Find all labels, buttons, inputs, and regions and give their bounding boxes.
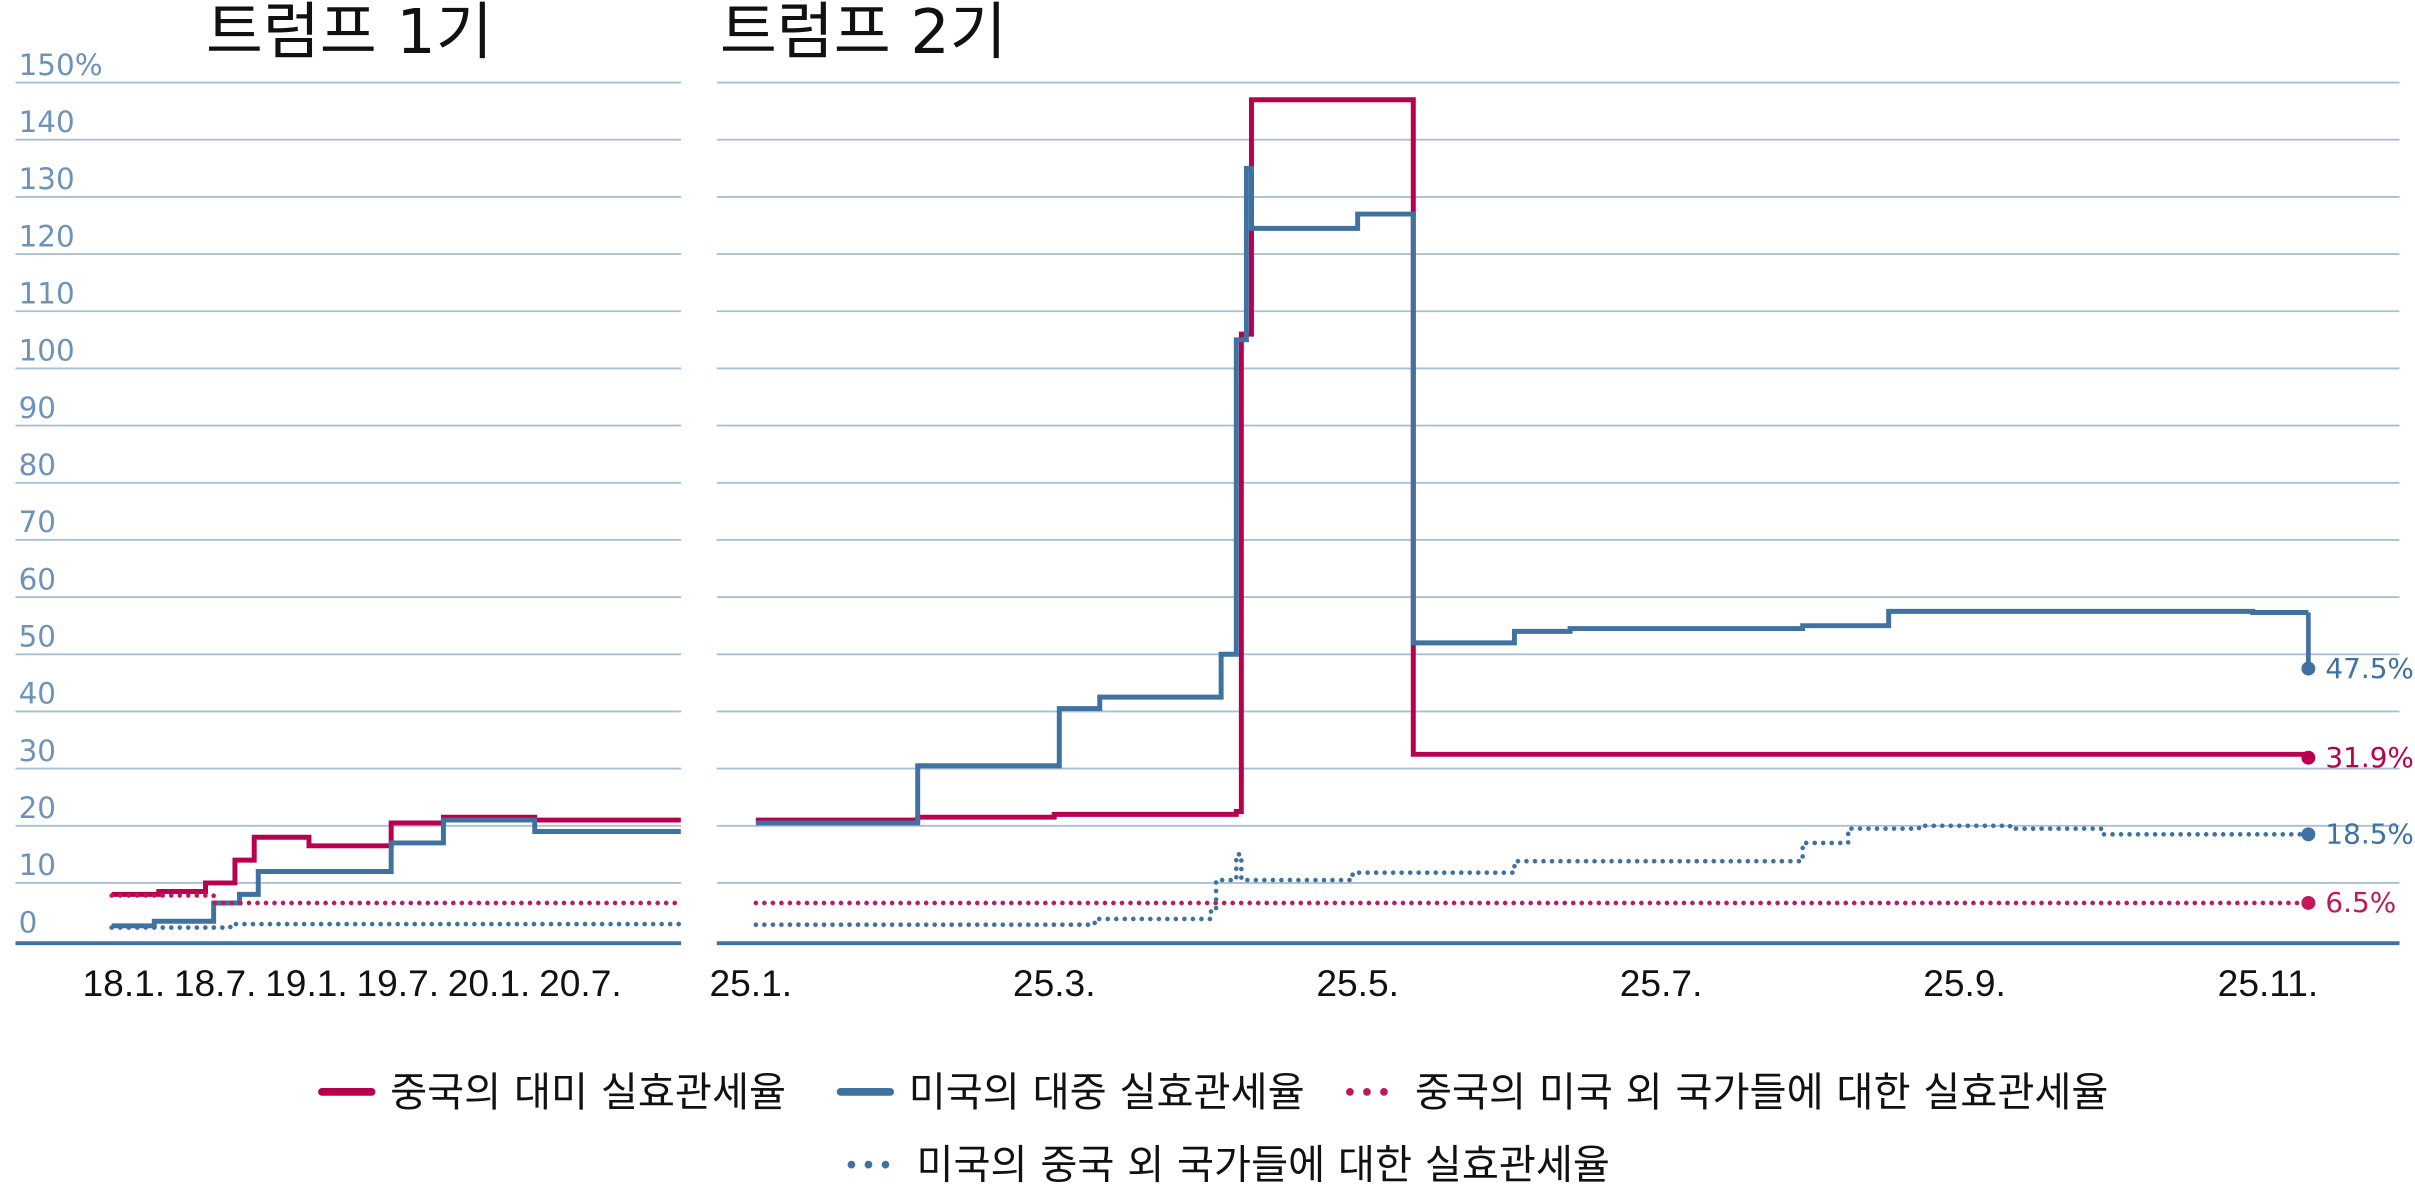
x-tick-label: 19.7. xyxy=(356,962,439,1004)
y-tick-label: 120 xyxy=(19,219,75,253)
y-tick-label: 80 xyxy=(19,448,56,482)
legend: 중국의 대미 실효관세율 미국의 대중 실효관세율 중국의 미국 외 국가들에 대한… xyxy=(318,1070,2108,1189)
series-line xyxy=(109,893,684,906)
y-tick-label: 70 xyxy=(19,505,56,539)
x-axis-ticks: 18.1. 18.7. 19.1. 19.7. 20.1. 20.7. 25.1. 25.3.… xyxy=(83,962,2319,1004)
series-line xyxy=(753,823,2311,928)
end-point-marker xyxy=(2301,750,2316,765)
panel-title-trump2: 트럼프 2기 xyxy=(720,0,1007,68)
end-labels: 31.9% 47.5% 6.5% 18.5% xyxy=(2301,652,2414,919)
y-tick-label: 150% xyxy=(19,48,103,82)
x-tick-label: 25.5. xyxy=(1316,962,1399,1004)
x-tick-label: 20.1. xyxy=(448,962,531,1004)
end-point-marker xyxy=(2301,895,2316,910)
x-tick-label: 19.1. xyxy=(265,962,348,1004)
x-tick-label: 25.7. xyxy=(1620,962,1703,1004)
x-tick-label: 18.7. xyxy=(174,962,257,1004)
series-line xyxy=(111,817,681,929)
end-point-marker xyxy=(2301,827,2316,842)
y-tick-label: 50 xyxy=(19,620,56,654)
gridlines xyxy=(15,81,2400,946)
legend-label: 미국의 대중 실효관세율 xyxy=(909,1070,1305,1116)
y-tick-label: 100 xyxy=(19,334,75,368)
legend-label: 미국의 중국 외 국가들에 대한 실효관세율 xyxy=(916,1143,1609,1189)
y-tick-label: 130 xyxy=(19,162,75,196)
series-line xyxy=(755,97,2309,823)
series-line xyxy=(755,165,2309,826)
x-tick-label: 25.1. xyxy=(710,962,793,1004)
end-value-label: 18.5% xyxy=(2325,818,2414,851)
y-tick-label: 40 xyxy=(19,677,56,711)
end-value-label: 47.5% xyxy=(2325,652,2414,685)
x-tick-label: 20.7. xyxy=(539,962,622,1004)
end-value-label: 31.9% xyxy=(2325,741,2414,774)
y-tick-label: 30 xyxy=(19,734,56,768)
x-tick-label: 25.9. xyxy=(1923,962,2006,1004)
y-tick-label: 90 xyxy=(19,391,56,425)
y-tick-label: 60 xyxy=(19,562,56,596)
x-tick-label: 25.11. xyxy=(2218,962,2319,1004)
end-value-label: 6.5% xyxy=(2325,886,2396,919)
y-tick-label: 20 xyxy=(19,791,56,825)
series-line xyxy=(111,814,681,897)
series-lines xyxy=(109,97,2311,930)
legend-label: 중국의 미국 외 국가들에 대한 실효관세율 xyxy=(1415,1070,2108,1116)
series-line xyxy=(109,921,684,930)
panel-title-trump1: 트럼프 1기 xyxy=(206,0,493,68)
x-tick-label: 18.1. xyxy=(83,962,166,1004)
y-tick-label: 110 xyxy=(19,277,75,311)
y-tick-label: 10 xyxy=(19,848,56,882)
y-tick-label: 140 xyxy=(19,105,75,139)
end-point-marker xyxy=(2301,661,2316,676)
legend-label: 중국의 대미 실효관세율 xyxy=(390,1070,786,1116)
x-tick-label: 25.3. xyxy=(1013,962,1096,1004)
y-tick-label: 0 xyxy=(19,905,38,939)
